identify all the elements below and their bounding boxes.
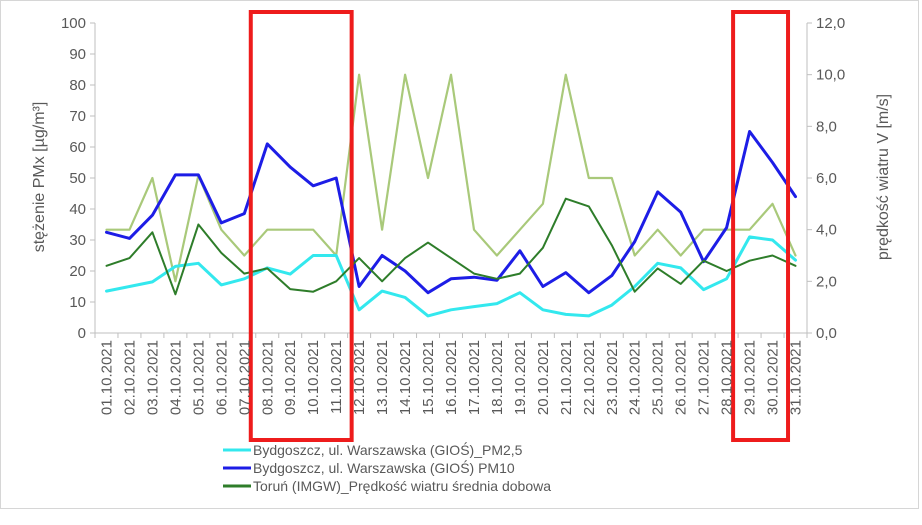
y-tick-label-left: 30 (69, 232, 86, 249)
x-tick-label: 12.10.2021 (351, 340, 368, 415)
y-tick-label-left: 40 (69, 201, 86, 218)
x-tick-label: 04.10.2021 (167, 340, 184, 415)
highlight-box-1 (731, 10, 791, 442)
legend-label-1: Bydgoszcz, ul. Warszawska (GIOŚ) PM10 (253, 459, 515, 476)
x-tick-label: 10.10.2021 (305, 340, 322, 415)
series-line-1 (105, 235, 797, 318)
highlight-box-0 (248, 10, 354, 442)
x-tick-label: 26.10.2021 (673, 340, 690, 415)
legend: Bydgoszcz, ul. Warszawska (GIOŚ)_PM2,5By… (223, 441, 551, 494)
y-tick-label-left: 20 (69, 263, 86, 280)
x-tick-label: 15.10.2021 (420, 340, 437, 415)
x-tick-label: 06.10.2021 (213, 340, 230, 415)
highlight-boxes (248, 10, 791, 442)
x-tick-label: 02.10.2021 (121, 340, 138, 415)
y-tick-label-right: 2,0 (816, 273, 837, 290)
y-tick-label-left: 10 (69, 294, 86, 311)
x-tick-label: 22.10.2021 (581, 340, 598, 415)
chart-border (0, 0, 919, 509)
x-tick-label: 13.10.2021 (374, 340, 391, 415)
y-tick-label-right: 4,0 (816, 222, 837, 239)
x-tick-label: 28.10.2021 (719, 340, 736, 415)
x-tick-label: 25.10.2021 (650, 340, 667, 415)
series-line-3 (105, 197, 797, 296)
x-tick-label: 30.10.2021 (765, 340, 782, 415)
tick-labels: 0 10 20 30 40 50 60 70 80 90 100 0,0 2,0 4,0 6,0 8,0 10,… (61, 15, 845, 415)
legend-label-2: Toruń (IMGW)_Prędkość wiatru średnia dob… (253, 478, 551, 494)
x-tick-label: 14.10.2021 (397, 340, 414, 415)
y-tick-label-right: 10,0 (816, 67, 845, 84)
x-tick-label: 29.10.2021 (742, 340, 759, 415)
y-tick-label-left: 60 (69, 139, 86, 156)
x-tick-label: 19.10.2021 (512, 340, 529, 415)
y-tick-label-right: 8,0 (816, 118, 837, 135)
y-axis-title-left: stężenie PMx [µg/m³] (31, 102, 48, 253)
x-tick-label: 17.10.2021 (466, 340, 483, 415)
x-tick-label: 31.10.2021 (788, 340, 805, 415)
legend-label-0: Bydgoszcz, ul. Warszawska (GIOŚ)_PM2,5 (253, 441, 523, 458)
x-tick-label: 20.10.2021 (535, 340, 552, 415)
series-line-0 (105, 73, 797, 283)
x-tick-label: 03.10.2021 (144, 340, 161, 415)
y-tick-label-left: 0 (78, 325, 86, 342)
y-tick-label-left: 80 (69, 77, 86, 94)
x-tick-label: 08.10.2021 (259, 340, 276, 415)
x-tick-label: 11.10.2021 (328, 340, 345, 414)
y-tick-label-right: 6,0 (816, 170, 837, 187)
y-tick-label-left: 50 (69, 170, 86, 187)
x-tick-label: 07.10.2021 (236, 340, 253, 415)
y-axis-title-right: prędkość wiatru V [m/s] (875, 94, 892, 260)
y-tick-label-left: 70 (69, 108, 86, 125)
y-tick-label-right: 12,0 (816, 15, 845, 32)
x-tick-label: 18.10.2021 (489, 340, 506, 415)
y-tick-label-right: 0,0 (816, 325, 837, 342)
axes (90, 22, 812, 338)
x-tick-label: 05.10.2021 (190, 340, 207, 415)
y-tick-label-left: 90 (69, 46, 86, 63)
x-tick-label: 24.10.2021 (627, 340, 644, 415)
x-tick-label: 21.10.2021 (558, 340, 575, 415)
x-tick-label: 16.10.2021 (443, 340, 460, 415)
x-tick-label: 27.10.2021 (696, 340, 713, 415)
x-tick-label: 01.10.2021 (98, 340, 115, 415)
x-tick-label: 09.10.2021 (282, 340, 299, 415)
y-tick-label-left: 100 (61, 15, 86, 32)
series-lines (105, 73, 797, 318)
series-line-2 (105, 130, 797, 295)
x-tick-label: 23.10.2021 (604, 340, 621, 415)
